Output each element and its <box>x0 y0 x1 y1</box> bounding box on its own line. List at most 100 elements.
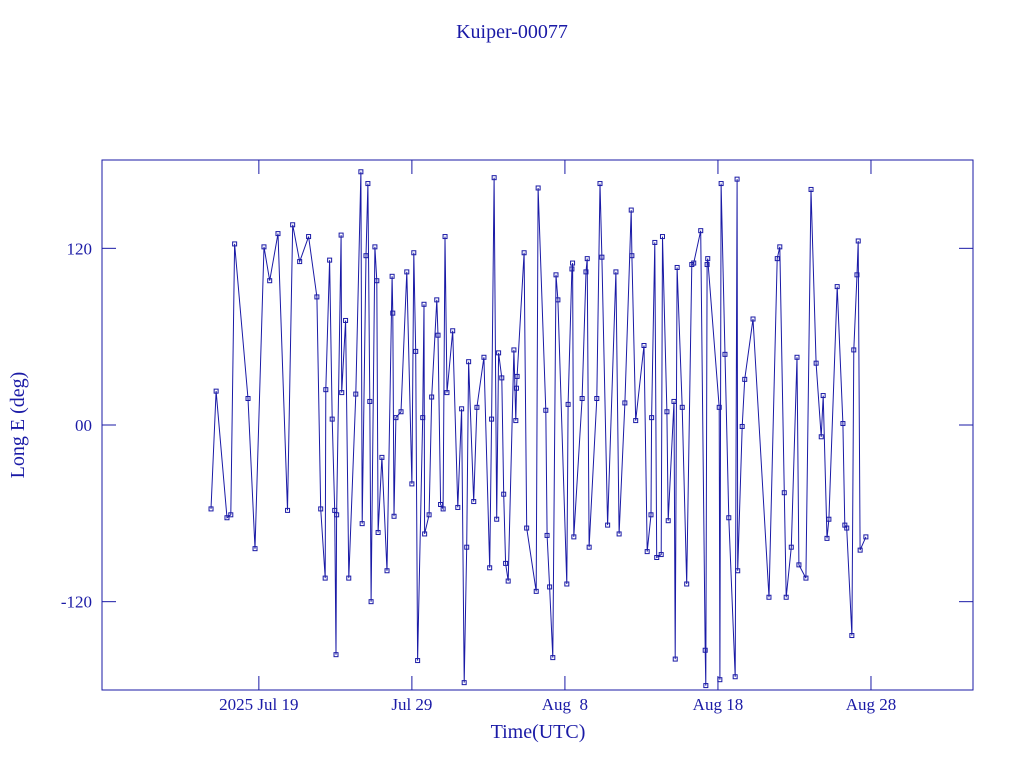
data-point <box>684 581 690 587</box>
data-point <box>583 269 589 275</box>
data-point <box>474 404 480 410</box>
x-tick-label: 2025 Jul 19 <box>219 695 298 714</box>
data-point <box>654 555 660 560</box>
data-point <box>672 656 678 662</box>
data-point <box>703 683 709 689</box>
data-point <box>648 512 654 518</box>
data-point <box>390 310 396 316</box>
data-point <box>334 512 340 518</box>
data-point <box>398 409 404 415</box>
data-point <box>658 552 664 558</box>
data-point <box>411 250 417 256</box>
data-point <box>716 404 722 410</box>
data-point <box>481 354 487 360</box>
data-point <box>513 385 519 391</box>
data-point <box>228 512 234 518</box>
data-point <box>375 529 381 535</box>
data-point <box>514 373 520 379</box>
data-point <box>323 387 329 393</box>
data-point <box>783 594 789 600</box>
data-point <box>503 560 509 566</box>
data-point <box>854 272 860 278</box>
data-point <box>550 655 556 661</box>
data-point <box>343 317 349 323</box>
data-point <box>267 278 273 284</box>
data-point <box>622 400 628 406</box>
data-point <box>781 490 787 496</box>
data-point <box>718 181 724 187</box>
data-point <box>629 253 635 259</box>
data-point <box>652 239 658 245</box>
data-point <box>232 241 238 247</box>
data-point <box>766 594 772 600</box>
data-point <box>459 406 465 412</box>
data-point <box>329 416 335 422</box>
data-point <box>565 401 571 407</box>
data-point <box>597 181 603 187</box>
data-point <box>569 266 575 272</box>
data-point <box>665 518 671 524</box>
data-point <box>750 316 756 322</box>
data-point <box>346 575 352 581</box>
data-point <box>318 506 324 512</box>
data-point <box>491 175 497 181</box>
data-point <box>413 348 419 354</box>
data-point <box>579 396 585 401</box>
data-point <box>555 297 561 303</box>
data-point <box>213 388 219 394</box>
data-point <box>543 407 549 413</box>
y-tick-label: -120 <box>61 593 92 612</box>
data-point <box>788 544 794 550</box>
data-point <box>671 398 677 404</box>
data-point <box>794 354 800 360</box>
data-point <box>659 234 665 240</box>
data-point <box>455 504 461 510</box>
y-tick-label: 00 <box>75 416 92 435</box>
data-point <box>649 415 655 421</box>
data-point <box>524 525 530 531</box>
data-point <box>599 254 605 260</box>
data-point <box>429 394 435 400</box>
data-point <box>461 680 467 686</box>
data-point <box>496 350 502 356</box>
data-point <box>547 584 553 590</box>
data-point <box>384 568 390 574</box>
data-point <box>359 521 365 527</box>
x-tick-label: Jul 29 <box>391 695 432 714</box>
data-point <box>306 234 312 240</box>
data-point <box>252 546 258 552</box>
data-point <box>511 347 517 353</box>
data-point <box>844 525 850 531</box>
data-point <box>613 269 619 275</box>
data-point <box>735 568 741 574</box>
data-point <box>444 390 450 396</box>
data-point <box>391 513 397 519</box>
data-point <box>734 176 740 182</box>
data-point <box>333 652 339 658</box>
data-point <box>420 415 426 421</box>
plot-area <box>208 169 869 689</box>
data-point <box>208 506 214 512</box>
data-line <box>210 171 867 686</box>
data-point <box>535 185 541 191</box>
data-point <box>584 256 590 262</box>
data-point <box>435 332 441 338</box>
data-point <box>679 404 685 410</box>
data-point <box>521 250 527 256</box>
data-point <box>739 423 745 429</box>
x-tick-label: Aug 8 <box>542 695 588 714</box>
data-point <box>327 257 333 263</box>
data-point <box>450 328 456 334</box>
data-point <box>434 297 440 303</box>
data-point <box>803 575 809 581</box>
data-point <box>415 658 421 664</box>
data-point <box>742 376 748 382</box>
data-point <box>570 260 576 266</box>
data-point <box>440 506 446 512</box>
data-point <box>224 515 230 521</box>
data-point <box>338 232 344 238</box>
data-point <box>339 390 345 396</box>
data-point <box>285 507 291 513</box>
data-point <box>824 535 830 541</box>
